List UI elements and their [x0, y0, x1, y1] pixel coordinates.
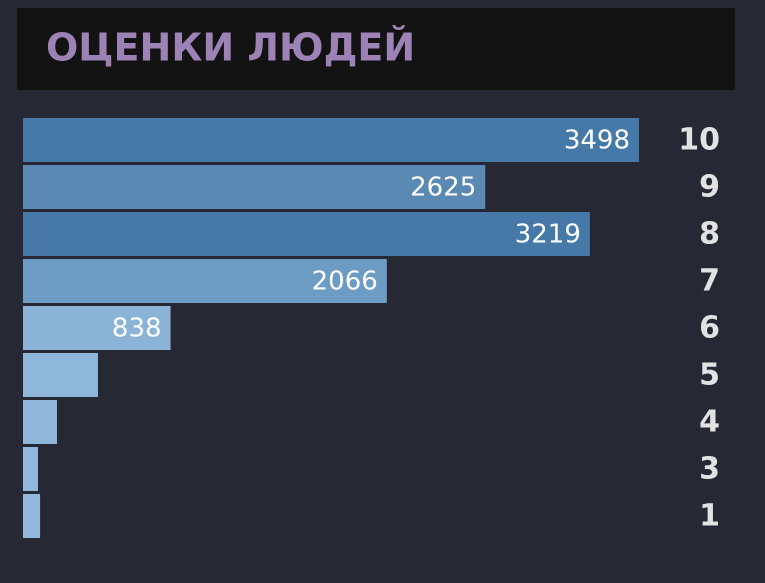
- category-label: 8: [699, 217, 720, 252]
- value-label: 838: [112, 314, 162, 344]
- value-label: 3219: [515, 220, 581, 250]
- category-label: 3: [699, 452, 720, 487]
- chart-title: ОЦЕНКИ ЛЮДЕЙ: [46, 26, 415, 70]
- value-label: 2625: [410, 173, 476, 203]
- category-label: 7: [699, 264, 720, 299]
- bar: [23, 118, 639, 162]
- category-label: 10: [678, 123, 720, 158]
- category-label: 9: [699, 170, 720, 205]
- category-label: 6: [699, 311, 720, 346]
- bar: [23, 212, 590, 256]
- category-label: 4: [699, 405, 720, 440]
- bar: [23, 400, 57, 444]
- category-label: 1: [699, 499, 720, 534]
- bar: [23, 494, 41, 538]
- bar: [23, 353, 99, 397]
- bar: [23, 259, 387, 303]
- bar: [23, 165, 486, 209]
- bar: [23, 306, 171, 350]
- bar: [23, 447, 38, 491]
- value-label: 2066: [312, 267, 378, 297]
- value-label: 3498: [564, 126, 630, 156]
- category-label: 5: [699, 358, 720, 393]
- title-box: [17, 8, 735, 90]
